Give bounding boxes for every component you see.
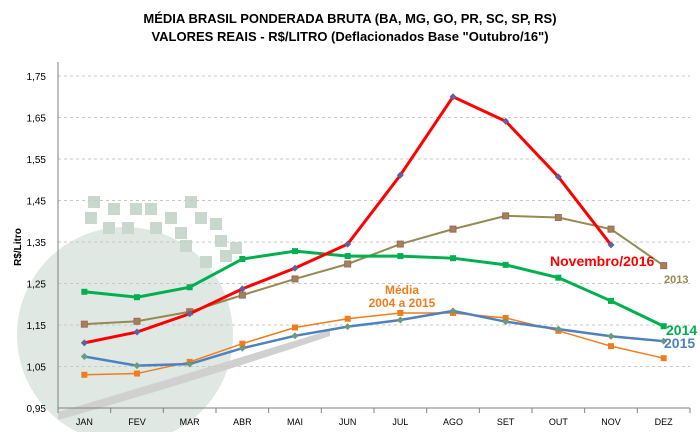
x-tick-label: SET bbox=[497, 417, 515, 427]
data-point bbox=[80, 353, 88, 361]
data-point bbox=[291, 264, 299, 272]
data-point bbox=[134, 370, 140, 377]
data-point bbox=[396, 171, 404, 179]
data-point bbox=[80, 320, 88, 328]
series-label: 2004 a 2015 bbox=[369, 296, 436, 310]
y-tick-label: 1,75 bbox=[27, 72, 47, 83]
y-tick-label: 1,55 bbox=[27, 155, 47, 166]
series-label: 2015 bbox=[664, 335, 695, 351]
y-tick-label: 1,15 bbox=[27, 321, 47, 332]
data-point bbox=[81, 371, 88, 378]
series-label: 2014 bbox=[666, 322, 697, 338]
data-point bbox=[133, 328, 141, 336]
x-tick-label: JUL bbox=[392, 417, 408, 427]
data-point bbox=[502, 261, 509, 268]
data-point bbox=[660, 355, 667, 362]
x-tick-label: NOV bbox=[601, 417, 621, 427]
data-point bbox=[555, 274, 562, 281]
data-point bbox=[450, 255, 456, 262]
data-point bbox=[502, 212, 510, 220]
data-point bbox=[186, 310, 194, 318]
data-point bbox=[344, 253, 351, 260]
x-tick-label: JAN bbox=[76, 417, 93, 427]
y-tick-label: 0,95 bbox=[27, 404, 47, 415]
x-tick-label: FEV bbox=[128, 417, 146, 427]
data-point bbox=[449, 307, 457, 315]
data-point bbox=[238, 291, 246, 299]
y-tick-label: 1,65 bbox=[27, 114, 47, 125]
data-point bbox=[502, 117, 510, 125]
data-point bbox=[81, 288, 88, 295]
y-axis-label: R$/Litro bbox=[13, 228, 24, 266]
data-point bbox=[134, 294, 140, 301]
data-point bbox=[502, 314, 509, 321]
x-tick-label: MAI bbox=[287, 417, 303, 427]
data-point bbox=[292, 248, 298, 255]
data-point bbox=[607, 241, 615, 249]
data-point bbox=[133, 317, 141, 325]
data-point bbox=[607, 225, 615, 233]
series-line bbox=[84, 309, 664, 367]
series-label: 2013 bbox=[664, 274, 688, 286]
data-point bbox=[344, 315, 351, 322]
data-point bbox=[502, 318, 510, 326]
data-point bbox=[449, 93, 457, 101]
data-point bbox=[396, 240, 404, 248]
data-point bbox=[292, 324, 298, 331]
data-point bbox=[239, 340, 246, 347]
data-point bbox=[608, 343, 614, 350]
data-point bbox=[554, 173, 562, 181]
y-tick-label: 1,25 bbox=[27, 280, 47, 291]
data-point bbox=[554, 325, 562, 333]
series-label: Média bbox=[385, 283, 419, 297]
data-point bbox=[344, 260, 352, 268]
data-point bbox=[291, 275, 299, 283]
data-point bbox=[554, 214, 562, 222]
data-point bbox=[238, 344, 246, 352]
data-point bbox=[660, 323, 667, 330]
data-point bbox=[80, 339, 88, 347]
x-tick-label: OUT bbox=[549, 417, 569, 427]
series-2014 bbox=[81, 248, 667, 330]
data-point bbox=[608, 297, 614, 304]
data-point bbox=[449, 225, 457, 233]
data-point bbox=[607, 332, 615, 340]
chart-title: MÉDIA BRASIL PONDERADA BRUTA (BA, MG, GO… bbox=[143, 11, 557, 26]
data-point bbox=[186, 284, 193, 291]
x-tick-label: DEZ bbox=[655, 417, 674, 427]
x-tick-label: ABR bbox=[233, 417, 252, 427]
watermark-logo bbox=[17, 196, 330, 432]
data-point bbox=[186, 360, 194, 368]
data-point bbox=[660, 337, 668, 345]
y-tick-label: 1,45 bbox=[27, 197, 47, 208]
y-tick-label: 1,35 bbox=[27, 238, 47, 249]
data-point bbox=[238, 285, 246, 293]
y-tick-label: 1,05 bbox=[27, 363, 47, 374]
data-point bbox=[397, 253, 404, 260]
data-point bbox=[133, 362, 141, 370]
x-tick-label: AGO bbox=[443, 417, 463, 427]
series-label: Novembro/2016 bbox=[550, 253, 654, 269]
series-line bbox=[84, 214, 665, 326]
data-point bbox=[397, 309, 404, 316]
x-tick-label: MAR bbox=[180, 417, 201, 427]
series-line bbox=[84, 249, 665, 328]
data-point bbox=[239, 256, 246, 263]
data-point bbox=[344, 240, 352, 248]
x-tick-label: JUN bbox=[339, 417, 357, 427]
data-point bbox=[291, 332, 299, 340]
series-novembro-2016 bbox=[80, 93, 615, 347]
data-point bbox=[396, 316, 404, 324]
data-point bbox=[344, 323, 352, 331]
series-2013 bbox=[80, 212, 668, 328]
series-2015 bbox=[80, 307, 668, 370]
data-point bbox=[660, 262, 668, 270]
chart-subtitle: VALORES REAIS - R$/LITRO (Deflacionados … bbox=[151, 29, 549, 44]
